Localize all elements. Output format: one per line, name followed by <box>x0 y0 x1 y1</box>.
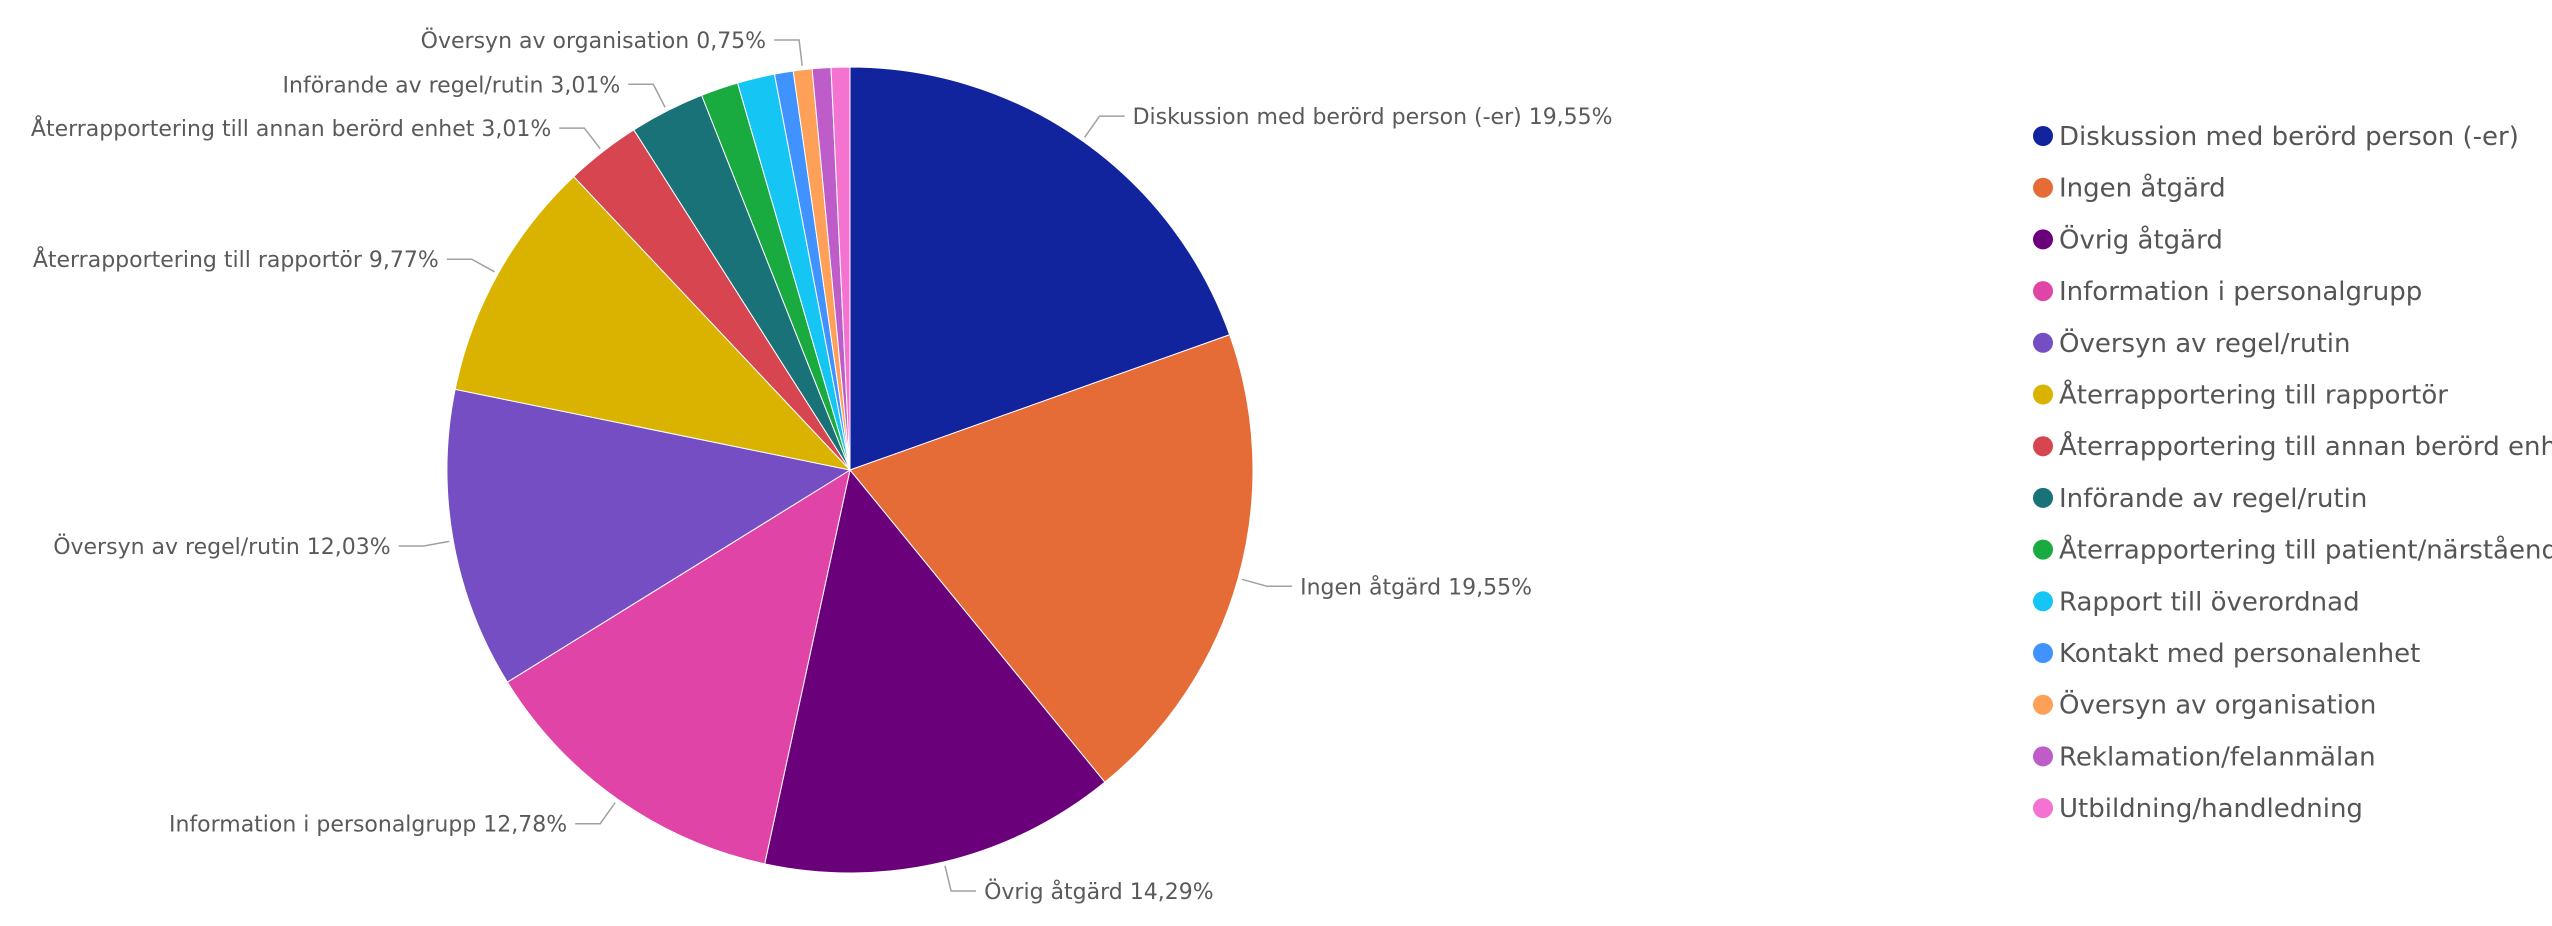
legend-marker-diskussion-med-berörd-person-er <box>2033 126 2053 146</box>
data-label-övrig-åtgärd: Övrig åtgärd 14,29% <box>984 879 1214 905</box>
data-label-återrapportering-till-rapportör: Återrapportering till rapportör 9,77% <box>33 246 439 273</box>
legend: Diskussion med berörd person (-er) Ingen … <box>2033 122 2552 824</box>
leader-line-diskussion-med-berörd-person-er <box>1083 115 1125 138</box>
legend-marker-översyn-av-regel-rutin <box>2033 332 2053 353</box>
data-label-ingen-åtgärd: Ingen åtgärd 19,55% <box>1300 574 1532 600</box>
leader-line-övrig-åtgärd <box>944 865 977 892</box>
legend-marker-översyn-av-organisation <box>2033 694 2053 715</box>
legend-label-reklamation-felanmälan[interactable]: Reklamation/felanmälan <box>2059 742 2376 772</box>
legend-marker-ingen-åtgärd <box>2033 177 2053 198</box>
pie-slices <box>446 66 1254 874</box>
legend-marker-information-i-personalgrupp <box>2033 281 2053 302</box>
legend-label-kontakt-med-personalenhet[interactable]: Kontakt med personalenhet <box>2059 639 2420 669</box>
pie-slice-återrapportering-till-rapportör[interactable] <box>454 175 852 471</box>
data-label-information-i-personalgrupp: Information i personalgrupp 12,78% <box>169 813 567 838</box>
legend-label-information-i-personalgrupp[interactable]: Information i personalgrupp <box>2059 277 2422 307</box>
pie-slice-övrig-åtgärd[interactable] <box>764 468 1106 874</box>
leader-lines <box>398 39 1293 892</box>
data-label-återrapportering-till-annan-berörd-enhet: Återrapportering till annan berörd enhet… <box>31 115 551 142</box>
pie-slice-information-i-personalgrupp[interactable] <box>506 468 851 865</box>
legend-label-ingen-åtgärd[interactable]: Ingen åtgärd <box>2059 173 2226 204</box>
pie-slice-ingen-åtgärd[interactable] <box>849 334 1254 783</box>
legend-label-rapport-till-överordnad[interactable]: Rapport till överordnad <box>2059 587 2360 617</box>
pie-slice-utbildning-handledning[interactable] <box>830 66 851 471</box>
data-labels: Diskussion med berörd person (-er) 19,55… <box>31 28 1613 905</box>
pie-slice-diskussion-med-berörd-person-er[interactable] <box>849 66 1231 471</box>
legend-label-övrig-åtgärd[interactable]: Övrig åtgärd <box>2059 223 2223 255</box>
leader-line-återrapportering-till-rapportör <box>446 258 495 273</box>
leader-line-införande-av-regel-rutin <box>628 83 666 108</box>
legend-label-införande-av-regel-rutin[interactable]: Införande av regel/rutin <box>2059 484 2367 514</box>
pie-slice-översyn-av-regel-rutin[interactable] <box>446 388 852 683</box>
legend-marker-återrapportering-till-patient-närstående <box>2033 539 2053 560</box>
data-label-diskussion-med-berörd-person-er: Diskussion med berörd person (-er) 19,55… <box>1133 105 1613 130</box>
legend-label-diskussion-med-berörd-person-er[interactable]: Diskussion med berörd person (-er) <box>2059 122 2519 152</box>
legend-marker-kontakt-med-personalenhet <box>2033 643 2053 663</box>
leader-line-information-i-personalgrupp <box>575 802 616 825</box>
legend-marker-övrig-åtgärd <box>2033 229 2053 250</box>
leader-line-ingen-åtgärd <box>1241 578 1293 588</box>
leader-line-översyn-av-organisation <box>774 39 803 66</box>
legend-marker-återrapportering-till-annan-berörd-enhet <box>2033 436 2053 457</box>
legend-label-översyn-av-organisation[interactable]: Översyn av organisation <box>2059 689 2376 721</box>
data-label-införande-av-regel-rutin: Införande av regel/rutin 3,01% <box>283 73 621 98</box>
legend-marker-rapport-till-överordnad <box>2033 591 2053 612</box>
legend-label-utbildning-handledning[interactable]: Utbildning/handledning <box>2059 794 2363 824</box>
legend-marker-återrapportering-till-rapportör <box>2033 384 2053 405</box>
legend-label-översyn-av-regel-rutin[interactable]: Översyn av regel/rutin <box>2059 327 2350 359</box>
legend-label-återrapportering-till-rapportör[interactable]: Återrapportering till rapportör <box>2059 379 2448 411</box>
legend-marker-utbildning-handledning <box>2033 798 2053 819</box>
leader-line-återrapportering-till-annan-berörd-enhet <box>559 127 601 150</box>
data-label-översyn-av-organisation: Översyn av organisation 0,75% <box>421 28 766 54</box>
legend-label-återrapportering-till-patient-närstående[interactable]: Återrapportering till patient/närstående <box>2059 534 2552 566</box>
legend-marker-reklamation-felanmälan <box>2033 746 2053 767</box>
legend-marker-införande-av-regel-rutin <box>2033 487 2053 508</box>
leader-line-översyn-av-regel-rutin <box>398 540 450 547</box>
legend-label-återrapportering-till-annan-berörd-enhet[interactable]: Återrapportering till annan berörd enhet <box>2059 430 2552 462</box>
data-label-översyn-av-regel-rutin: Översyn av regel/rutin 12,03% <box>53 534 391 560</box>
